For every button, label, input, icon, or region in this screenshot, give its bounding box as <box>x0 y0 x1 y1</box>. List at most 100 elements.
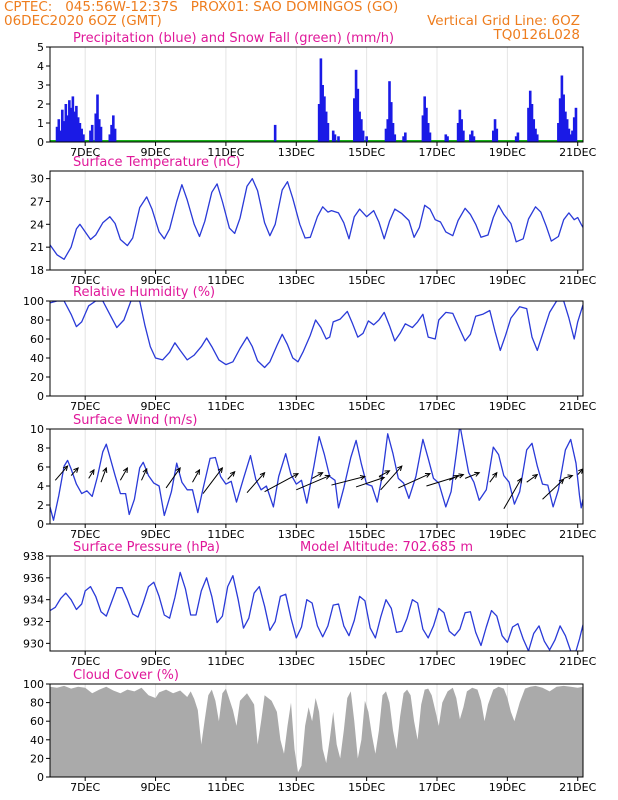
precip-bar <box>69 107 73 142</box>
wind-arrow <box>489 471 498 483</box>
precip-ytick-label: 0 <box>37 136 44 149</box>
wind-arrow <box>192 468 201 483</box>
pressure-xtick-label: 17DEC <box>418 655 455 668</box>
humidity-ytick-label: 60 <box>30 333 44 346</box>
precip-panel: Precipitation (blue) and Snow Fall (gree… <box>37 31 597 159</box>
wind-ytick-label: 6 <box>37 461 44 474</box>
wind-arrow <box>246 471 266 493</box>
humidity-xtick-label: 19DEC <box>489 400 526 413</box>
precip-bar <box>110 124 113 142</box>
precip-bar <box>324 111 328 142</box>
precip-bar <box>62 121 66 142</box>
cloud-ytick-label: 0 <box>37 771 44 784</box>
precip-xtick-label: 11DEC <box>207 146 244 159</box>
wind-arrow <box>264 473 300 493</box>
wind-arrow <box>378 470 391 477</box>
header-date: 06DEC2020 6OZ (GMT) <box>4 13 162 29</box>
wind-ytick-label: 0 <box>37 518 44 531</box>
cloud-xtick-label: 15DEC <box>348 781 385 794</box>
wind-arrow <box>526 473 539 483</box>
precip-bar <box>516 132 520 142</box>
humidity-line <box>50 301 583 369</box>
precip-bar <box>558 98 562 142</box>
cloud-xtick-label: 11DEC <box>207 781 244 794</box>
precip-xtick-label: 7DEC <box>70 146 100 159</box>
precip-bar <box>567 128 571 142</box>
precip-bar <box>78 123 82 142</box>
precip-bar <box>560 75 564 142</box>
pressure-ytick-label: 932 <box>23 616 44 629</box>
precip-bar <box>76 117 80 142</box>
wind-arrow <box>296 474 331 491</box>
precip-frame <box>49 46 584 143</box>
precip-bar <box>428 132 432 142</box>
precip-bar <box>456 123 460 142</box>
precip-bar <box>470 130 474 142</box>
precip-ytick-label: 3 <box>37 79 44 92</box>
precip-bar <box>94 113 98 142</box>
temperature-plot <box>50 171 583 270</box>
precip-bar <box>493 119 497 142</box>
cloud-title: Cloud Cover (%) <box>73 668 179 683</box>
pressure-xtick-label: 21DEC <box>559 655 596 668</box>
cloud-xtick-label: 13DEC <box>278 781 315 794</box>
temperature-frame <box>49 170 584 271</box>
humidity-plot <box>50 301 583 396</box>
temperature-xtick-label: 7DEC <box>70 274 100 287</box>
precip-bar <box>317 104 321 142</box>
precip-title: Precipitation (blue) and Snow Fall (gree… <box>73 31 394 46</box>
temperature-ytick-label: 27 <box>30 195 44 208</box>
precip-plot <box>50 47 583 142</box>
humidity-xtick-label: 13DEC <box>278 400 315 413</box>
precip-bar <box>90 124 94 142</box>
precip-bar <box>572 117 576 142</box>
precip-bar <box>491 130 495 142</box>
temperature-ytick-label: 21 <box>30 241 44 254</box>
pressure-frame <box>49 555 584 652</box>
wind-ytick-label: 4 <box>37 480 44 493</box>
precip-bar <box>73 111 76 142</box>
humidity-xtick-label: 7DEC <box>70 400 100 413</box>
wind-plot <box>50 429 583 524</box>
wind-arrow <box>449 475 460 481</box>
pressure-ytick-label: 934 <box>23 594 44 607</box>
precip-bar <box>97 119 101 142</box>
precip-bar <box>514 136 518 142</box>
header-model-id: TQ0126L028 <box>493 27 580 43</box>
precip-bar <box>495 128 499 142</box>
wind-arrow <box>165 467 181 489</box>
precip-bar <box>61 109 64 142</box>
humidity-title: Relative Humidity (%) <box>73 285 215 300</box>
precip-ytick-label: 2 <box>37 98 44 111</box>
pressure-xtick-label: 19DEC <box>489 655 526 668</box>
precip-bar <box>562 94 565 142</box>
temperature-line <box>50 177 583 260</box>
precip-bar <box>273 124 277 142</box>
precip-bar <box>331 130 335 142</box>
precip-bar <box>557 123 560 142</box>
humidity-panel: Relative Humidity (%) 0 20 40 60 80 100 7DEC 9DE… <box>23 285 597 413</box>
precip-bar <box>66 115 69 142</box>
wind-ytick-label: 2 <box>37 499 44 512</box>
humidity-ytick-label: 40 <box>30 352 44 365</box>
precip-bar <box>530 104 534 142</box>
precip-bar <box>99 126 103 142</box>
precip-bar <box>472 136 476 142</box>
precip-bar <box>534 128 537 142</box>
precip-bar <box>469 134 472 142</box>
precip-bar <box>574 107 578 142</box>
wind-line <box>50 429 583 521</box>
precip-bar <box>421 115 425 142</box>
pressure-title: Surface Pressure (hPa) <box>73 540 220 555</box>
precip-bar <box>462 130 465 142</box>
wind-arrow <box>202 467 224 494</box>
humidity-xtick-label: 9DEC <box>140 400 170 413</box>
wind-arrow <box>398 473 432 489</box>
wind-xtick-label: 15DEC <box>348 528 385 541</box>
precip-bar <box>57 119 61 142</box>
precip-bar <box>323 96 326 142</box>
humidity-ytick-label: 0 <box>37 390 44 403</box>
pressure-panel: Surface Pressure (hPa) Model Altitude: 70… <box>23 540 597 668</box>
precip-bar <box>402 136 405 142</box>
